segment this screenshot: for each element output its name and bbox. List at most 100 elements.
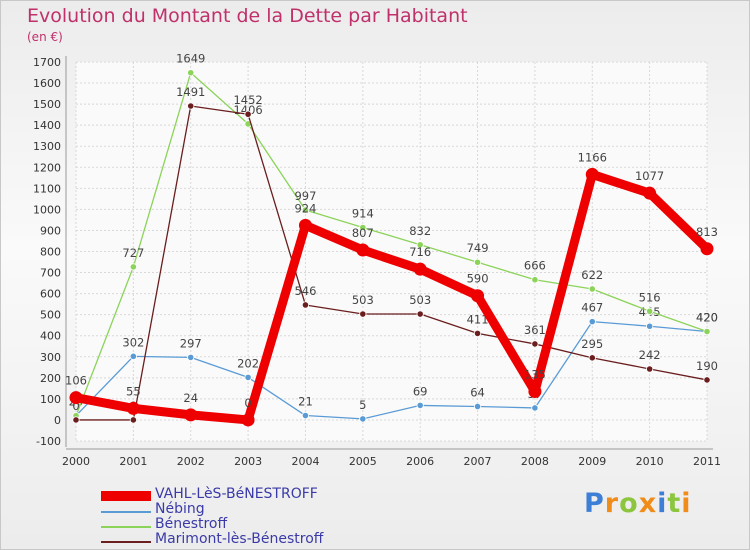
data-label: 503 (352, 293, 374, 307)
y-tick-label: 400 (40, 330, 61, 343)
data-point (531, 404, 539, 412)
data-label: 503 (409, 293, 431, 307)
data-label: 914 (352, 206, 374, 220)
data-point (416, 401, 424, 410)
data-label: 807 (352, 226, 374, 240)
data-point (588, 354, 596, 362)
logo-letter: o (619, 488, 639, 519)
data-point (187, 353, 195, 362)
data-point (244, 373, 252, 382)
y-tick-label: 1300 (33, 140, 61, 153)
data-label: 813 (696, 225, 718, 239)
x-tick-label: 2008 (521, 455, 549, 468)
y-tick-label: 1600 (33, 77, 61, 90)
data-label: 1491 (176, 85, 205, 99)
y-tick-label: 1500 (33, 98, 61, 111)
data-label: 420 (696, 311, 718, 325)
x-tick-label: 2002 (177, 455, 205, 468)
data-label: 69 (413, 384, 428, 398)
x-tick-label: 2009 (578, 455, 606, 468)
data-point (187, 102, 195, 110)
logo-letter: t (667, 488, 682, 519)
data-point (473, 258, 482, 266)
data-point (241, 413, 255, 427)
legend-label-benestroff: Bénestroff (155, 516, 228, 532)
data-point (588, 318, 596, 326)
data-point (531, 340, 539, 348)
data-point (129, 352, 137, 360)
data-point (585, 167, 599, 181)
data-point (184, 408, 198, 422)
legend-swatch-nebing (101, 511, 151, 513)
data-label: 190 (696, 359, 718, 373)
data-point (643, 186, 657, 200)
data-label: 135 (524, 368, 546, 382)
data-point (646, 322, 654, 330)
data-point (359, 223, 367, 232)
data-label: 1077 (635, 169, 664, 183)
y-tick-label: 1100 (33, 182, 61, 195)
data-label: 242 (639, 348, 661, 362)
data-label: 622 (581, 268, 603, 282)
y-tick-label: 200 (40, 372, 61, 385)
data-point (301, 206, 310, 214)
data-label: 202 (237, 356, 259, 370)
logo-letter: i (681, 488, 692, 519)
data-point (413, 262, 427, 276)
data-point (703, 376, 711, 384)
y-tick-label: 500 (40, 309, 61, 322)
data-label: 420 (696, 311, 718, 325)
x-tick-label: 2006 (406, 455, 434, 468)
y-tick-label: 0 (54, 414, 61, 427)
x-tick-label: 2004 (291, 455, 319, 468)
chart-unit: (en €) (27, 30, 63, 44)
legend-label-marimont: Marimont-lès-Bénestroff (155, 531, 324, 547)
series-line (75, 72, 708, 417)
data-label: 467 (581, 301, 603, 315)
data-label: 297 (180, 336, 202, 350)
logo-letter: P (584, 488, 605, 519)
x-tick-label: 2000 (62, 455, 90, 468)
series-line (71, 169, 712, 425)
data-label: 411 (467, 312, 489, 326)
data-label: 361 (524, 323, 546, 337)
data-label: 21 (298, 395, 313, 409)
data-label: 295 (581, 337, 603, 351)
y-tick-label: 1000 (33, 203, 61, 216)
data-point (471, 289, 485, 303)
data-label: 832 (409, 224, 431, 238)
logo-letter: i (657, 488, 668, 519)
data-point (588, 285, 596, 293)
data-point (359, 415, 367, 423)
data-label: 546 (294, 284, 316, 298)
data-label: 590 (467, 272, 489, 286)
x-tick-label: 2001 (119, 455, 147, 468)
data-point (129, 263, 137, 271)
data-label: 0 (244, 396, 251, 410)
data-point (301, 301, 310, 309)
y-tick-label: 100 (40, 393, 61, 406)
y-tick-label: 300 (40, 351, 61, 364)
x-tick-label: 2010 (636, 455, 664, 468)
x-tick-label: 2003 (234, 455, 262, 468)
data-label: 716 (409, 245, 431, 259)
data-label: 24 (183, 391, 198, 405)
data-label: 302 (122, 335, 144, 349)
data-label: 749 (467, 241, 489, 255)
data-point (416, 241, 424, 249)
y-tick-label: 800 (40, 246, 61, 259)
legend-swatch-vahl (101, 491, 151, 501)
series-line (75, 320, 708, 420)
data-point (359, 310, 367, 318)
x-tick-label: 2011 (693, 455, 721, 468)
data-label: 5 (359, 398, 366, 412)
y-tick-label: 900 (40, 224, 61, 237)
data-point (301, 411, 310, 420)
x-tick-label: 2005 (349, 455, 377, 468)
data-point (473, 402, 482, 411)
data-point (126, 401, 140, 415)
data-label: 666 (524, 259, 546, 273)
data-label: 727 (122, 246, 144, 260)
data-label: 1649 (176, 52, 205, 66)
data-label: 997 (294, 189, 316, 203)
